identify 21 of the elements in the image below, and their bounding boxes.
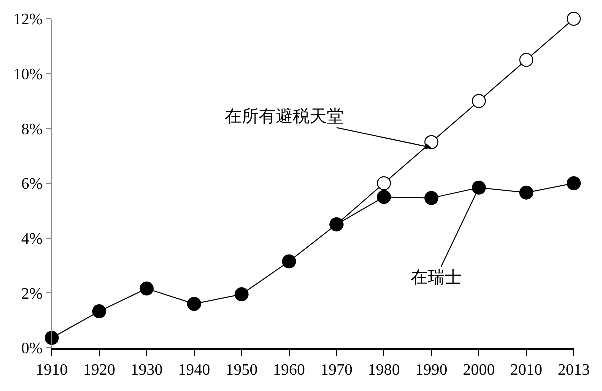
y-tick-label: 6% [21,176,43,194]
y-tick-label: 12% [13,12,43,29]
x-tick-label: 1960 [273,362,306,380]
x-tick-label: 1940 [178,362,210,380]
annotation: 在所有避税天堂 [225,107,344,126]
y-tick-label: 8% [21,121,43,138]
x-tick-label: 1930 [130,362,163,380]
x-tick-label: 1910 [36,362,68,380]
y-tick-label: 0% [21,340,43,358]
y-tick-label: 4% [21,230,43,248]
x-tick-label: 1990 [416,362,448,380]
x-tick-label: 1950 [226,362,258,380]
x-tick-label: 1970 [320,362,353,380]
x-tick-label: 2010 [510,362,543,380]
y-tick-label: 2% [21,286,43,303]
x-tick-label: 1920 [83,362,116,380]
y-tick-label: 10% [13,66,43,84]
x-tick-label: 1980 [368,362,400,380]
x-tick-label: 2013 [558,362,590,380]
annotation: 在瑞士 [411,268,462,287]
x-tick-label: 2000 [463,362,496,380]
